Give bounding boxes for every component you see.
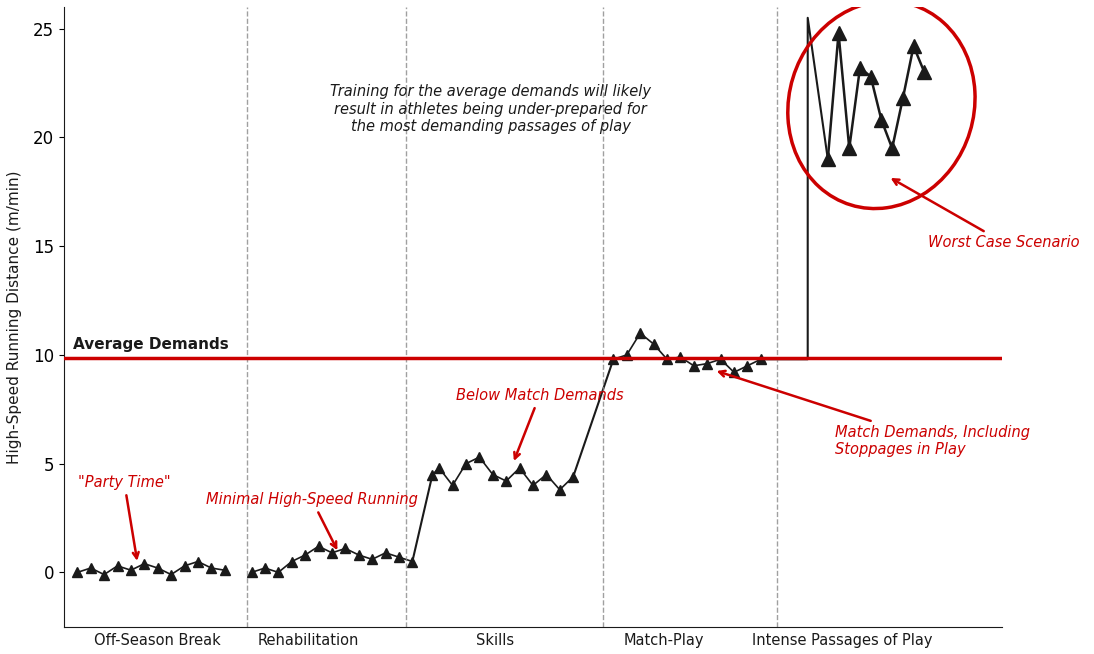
Text: "Party Time": "Party Time" <box>78 475 171 558</box>
Text: Training for the average demands will likely
result in athletes being under-prep: Training for the average demands will li… <box>330 84 651 134</box>
Y-axis label: High-Speed Running Distance (m/min): High-Speed Running Distance (m/min) <box>7 170 22 464</box>
Text: Average Demands: Average Demands <box>73 337 229 352</box>
Text: Below Match Demands: Below Match Demands <box>456 388 624 458</box>
Text: Worst Case Scenario: Worst Case Scenario <box>893 179 1080 250</box>
Text: Rehabilitation: Rehabilitation <box>257 633 359 648</box>
Text: Match Demands, Including
Stoppages in Play: Match Demands, Including Stoppages in Pl… <box>719 371 1029 457</box>
Text: Intense Passages of Play: Intense Passages of Play <box>753 633 933 648</box>
Text: Minimal High-Speed Running: Minimal High-Speed Running <box>206 492 418 548</box>
Text: Skills: Skills <box>476 633 514 648</box>
Text: Match-Play: Match-Play <box>624 633 705 648</box>
Text: Off-Season Break: Off-Season Break <box>94 633 221 648</box>
